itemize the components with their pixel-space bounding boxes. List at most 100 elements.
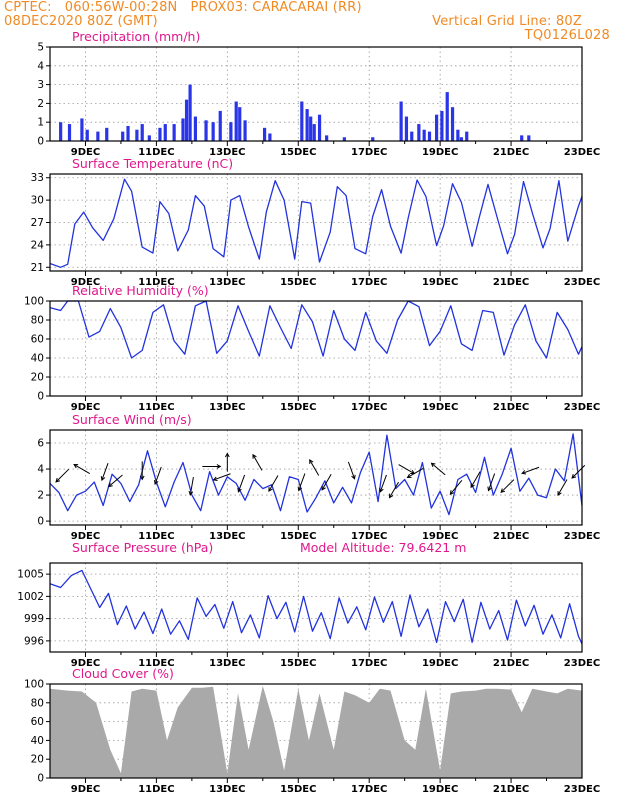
panel-title: Cloud Cover (%) bbox=[72, 666, 174, 681]
x-tick-label: 23DEC bbox=[564, 531, 600, 542]
wind-arrow-head bbox=[379, 487, 384, 493]
wind-arrow-head bbox=[487, 486, 492, 492]
series-line bbox=[49, 569, 583, 645]
precip-bar bbox=[399, 101, 403, 141]
x-tick-label: 15DEC bbox=[280, 531, 316, 542]
x-tick-label: 11DEC bbox=[138, 147, 174, 158]
panel-title: Surface Pressure (hPa) bbox=[72, 540, 213, 555]
x-tick-label: 19DEC bbox=[422, 277, 458, 288]
wind-arrow-shaft bbox=[298, 473, 306, 491]
wind-arrow-head bbox=[139, 475, 145, 481]
panel-frame bbox=[49, 429, 583, 526]
precip-bar bbox=[325, 135, 329, 141]
x-tick-label: 19DEC bbox=[422, 658, 458, 669]
y-tick-label: 33 bbox=[31, 172, 44, 184]
x-tick-label: 23DEC bbox=[564, 147, 600, 158]
wind-arrow-shaft bbox=[189, 477, 194, 495]
x-tick-label: 13DEC bbox=[209, 658, 245, 669]
x-tick-label: 19DEC bbox=[422, 147, 458, 158]
x-tick-label: 11DEC bbox=[138, 784, 174, 795]
y-tick-label: 2 bbox=[37, 98, 44, 110]
precip-bar bbox=[140, 124, 144, 141]
wind-arrow-head bbox=[216, 464, 222, 469]
precip-bar bbox=[417, 124, 421, 141]
wind-arrow-shaft bbox=[268, 475, 279, 492]
series-line bbox=[49, 433, 583, 516]
wind-arrow-head bbox=[268, 487, 273, 493]
panel-4: 996 999 1002 1005 9DEC 11DEC 13DEC 15DEC 17DEC 19… bbox=[17, 540, 600, 669]
precip-bar bbox=[450, 107, 455, 141]
precip-bar bbox=[465, 131, 469, 141]
precip-bar bbox=[243, 120, 247, 141]
header-date: 08DEC2020 80Z (GMT) bbox=[4, 14, 158, 29]
series-line bbox=[49, 300, 583, 359]
x-tick-label: 13DEC bbox=[209, 147, 245, 158]
panel-frame bbox=[49, 300, 583, 397]
precip-bar bbox=[163, 124, 167, 141]
precip-bar bbox=[85, 129, 89, 141]
wind-arrow bbox=[202, 464, 222, 469]
x-tick-label: 15DEC bbox=[280, 658, 316, 669]
x-tick-label: 15DEC bbox=[280, 277, 316, 288]
x-tick-label: 9DEC bbox=[71, 531, 100, 542]
wind-arrow-head bbox=[309, 459, 314, 464]
y-tick-label: 30 bbox=[31, 195, 44, 207]
precip-bar bbox=[234, 101, 238, 141]
wind-arrow-shaft bbox=[55, 468, 70, 483]
x-tick-label: 9DEC bbox=[71, 784, 100, 795]
x-tick-label: 19DEC bbox=[422, 402, 458, 413]
panel-2: 0 20 40 60 80 100 9DEC 11DEC 13DEC 15DEC 17DEC 19DE… bbox=[24, 283, 600, 413]
wind-arrow bbox=[521, 466, 540, 475]
y-tick-label: 0 bbox=[37, 391, 44, 403]
precip-bar bbox=[211, 122, 215, 141]
y-tick-label: 1 bbox=[37, 117, 44, 129]
x-tick-label: 23DEC bbox=[564, 658, 600, 669]
header-run-code: TQ0126L028 bbox=[524, 28, 610, 43]
panel-5: 0 20 40 60 80 100 9DEC 11DEC 13DEC 15DEC 17DEC 19DE… bbox=[24, 666, 600, 795]
wind-arrow-head bbox=[237, 487, 242, 493]
x-tick-label: 21DEC bbox=[493, 402, 529, 413]
precip-bar bbox=[121, 131, 125, 141]
wind-arrow bbox=[347, 461, 356, 480]
wind-arrow-shaft bbox=[252, 454, 263, 471]
wind-arrow-shaft bbox=[449, 480, 463, 495]
panel-frame bbox=[49, 562, 583, 653]
x-tick-label: 21DEC bbox=[493, 147, 529, 158]
precip-bar bbox=[218, 110, 222, 141]
x-tick-label: 17DEC bbox=[351, 402, 387, 413]
wind-arrow-shaft bbox=[101, 463, 109, 481]
precip-bar bbox=[410, 131, 414, 141]
precip-bar bbox=[300, 101, 304, 141]
wind-arrow bbox=[389, 481, 399, 499]
precip-bar bbox=[59, 122, 63, 141]
header-vertical-grid-line: Vertical Grid Line: 80Z bbox=[432, 14, 582, 29]
wind-arrow-shaft bbox=[571, 464, 586, 479]
wind-arrow-shaft bbox=[521, 466, 540, 474]
x-tick-label: 15DEC bbox=[280, 147, 316, 158]
wind-arrow-head bbox=[430, 462, 436, 468]
wind-arrow-shaft bbox=[398, 464, 415, 474]
wind-arrow bbox=[100, 463, 109, 482]
wind-arrow-head bbox=[73, 464, 79, 469]
wind-arrow-head bbox=[55, 477, 61, 483]
precip-bar bbox=[342, 137, 346, 141]
wind-arrow-head bbox=[557, 491, 562, 496]
wind-arrow-head bbox=[470, 483, 475, 489]
wind-arrow bbox=[107, 474, 123, 488]
x-tick-label: 9DEC bbox=[71, 147, 100, 158]
x-tick-label: 23DEC bbox=[564, 784, 600, 795]
y-tick-label: 60 bbox=[31, 334, 44, 346]
x-tick-label: 17DEC bbox=[351, 784, 387, 795]
wind-arrow-shaft bbox=[557, 479, 568, 496]
precip-bar bbox=[184, 99, 189, 141]
wind-arrow bbox=[252, 453, 263, 471]
precip-bar bbox=[229, 122, 233, 141]
panel-title: Surface Temperature (nC) bbox=[72, 156, 233, 171]
y-tick-label: 4 bbox=[37, 60, 44, 72]
y-tick-label: 100 bbox=[24, 679, 44, 691]
x-tick-label: 23DEC bbox=[564, 277, 600, 288]
wind-arrow bbox=[297, 473, 306, 492]
wind-arrow-head bbox=[406, 473, 412, 478]
wind-arrow-head bbox=[571, 474, 577, 479]
wind-arrow-head bbox=[107, 482, 113, 488]
